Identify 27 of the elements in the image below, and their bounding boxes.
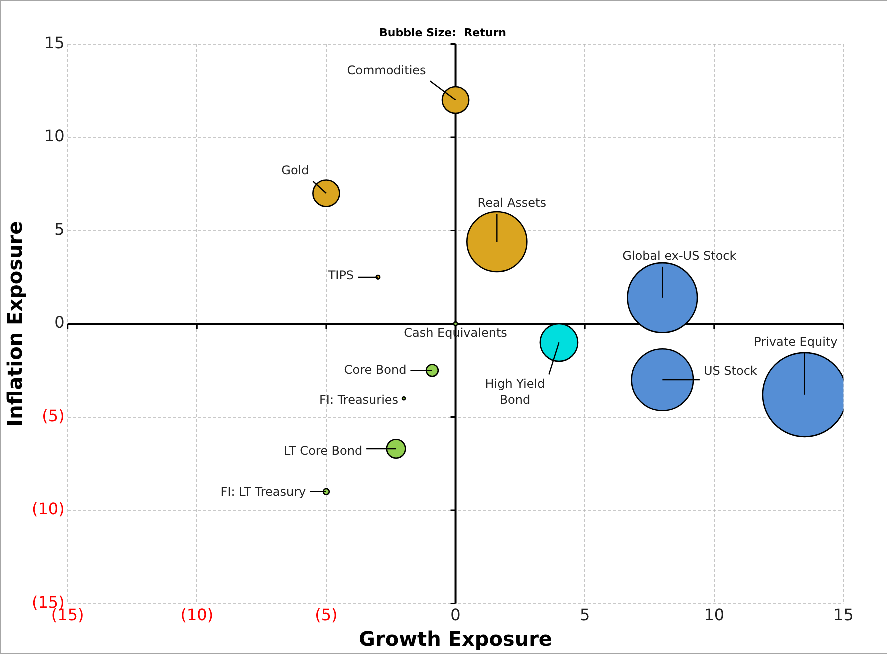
- annotation: Gold: [282, 164, 310, 178]
- annotation: Global ex-US Stock: [622, 249, 737, 264]
- y-tick-label: 10: [44, 126, 65, 146]
- annotation: Private Equity: [754, 335, 838, 350]
- annotation: FI: Treasuries: [320, 392, 399, 407]
- y-tick-label: 0: [54, 313, 65, 332]
- annotation: Real Assets: [478, 196, 547, 210]
- x-tick-label: 5: [580, 606, 590, 625]
- annotation: LT Core Bond: [284, 444, 363, 458]
- chart-subtitle: Bubble Size: Return: [380, 26, 506, 40]
- annotation: Commodities: [347, 63, 426, 78]
- x-tick-label: 15: [834, 606, 854, 625]
- annotation: US Stock: [704, 364, 758, 378]
- y-tick-label: (10): [32, 500, 65, 519]
- x-tick-label: 10: [704, 606, 725, 625]
- x-tick-label: (5): [315, 606, 338, 625]
- x-axis-title: Growth Exposure: [359, 627, 552, 652]
- y-axis-title: Inflation Exposure: [3, 221, 28, 427]
- y-tick-label: 15: [44, 33, 65, 52]
- annotation: Core Bond: [344, 362, 407, 377]
- annotation: TIPS: [327, 268, 354, 283]
- y-tick-label: (5): [42, 406, 65, 426]
- annotation: FI: LT Treasury: [220, 485, 306, 500]
- annotation: High Yield Bond: [485, 376, 546, 407]
- x-tick-label: (10): [180, 606, 214, 625]
- y-tick-label: 5: [54, 220, 65, 239]
- x-tick-label: 0: [450, 606, 461, 625]
